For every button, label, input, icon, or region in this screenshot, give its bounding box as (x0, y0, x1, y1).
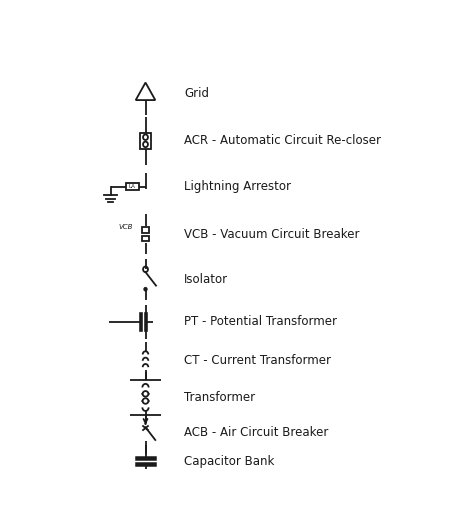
Bar (126, 183, 138, 190)
Text: Capacitor Bank: Capacitor Bank (184, 455, 274, 467)
Bar (140, 133, 151, 149)
Circle shape (144, 287, 147, 291)
Text: Transformer: Transformer (184, 391, 255, 404)
Text: Grid: Grid (184, 86, 209, 100)
Bar (142, 227, 149, 233)
Text: VCB - Vacuum Circuit Breaker: VCB - Vacuum Circuit Breaker (184, 228, 359, 241)
Text: LA: LA (129, 184, 136, 189)
Text: VCB: VCB (118, 224, 133, 230)
Bar (142, 236, 149, 241)
Text: ACR - Automatic Circuit Re-closer: ACR - Automatic Circuit Re-closer (184, 134, 381, 148)
Text: PT - Potential Transformer: PT - Potential Transformer (184, 315, 337, 328)
Text: Lightning Arrestor: Lightning Arrestor (184, 180, 291, 193)
Text: ACB - Air Circuit Breaker: ACB - Air Circuit Breaker (184, 425, 328, 438)
Text: CT - Current Transformer: CT - Current Transformer (184, 354, 331, 367)
Text: Isolator: Isolator (184, 273, 228, 286)
